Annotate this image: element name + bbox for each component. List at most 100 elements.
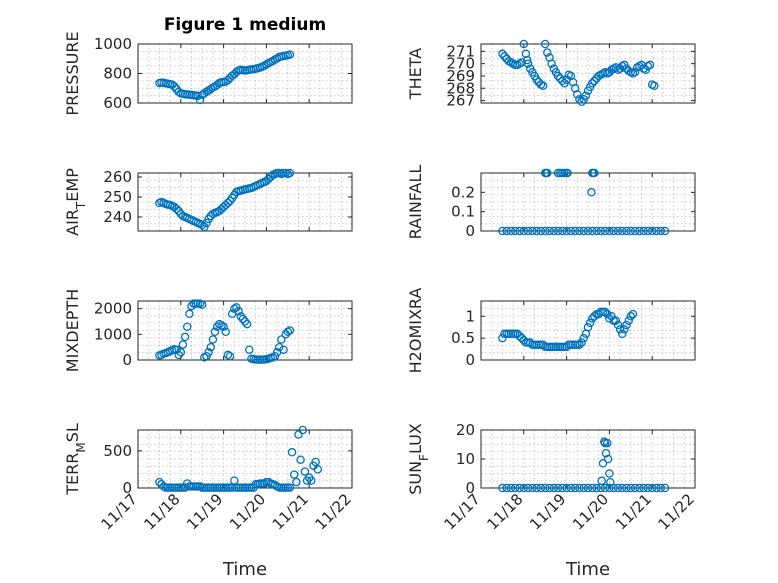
data-point	[583, 322, 593, 332]
data-point	[558, 483, 567, 493]
data-point	[185, 309, 194, 319]
data-point	[285, 168, 295, 178]
y-tick-label: 1000	[94, 35, 132, 53]
data-point	[515, 483, 524, 493]
subplot-sun-flux: 0 10 20 11/17 11/18 11/19 11/20 11/21 11/22 SUNFL…	[406, 421, 698, 533]
y-axis-label: PRESSURE	[63, 31, 82, 115]
data-point	[588, 314, 597, 323]
data-point	[174, 350, 183, 360]
data-point	[577, 338, 586, 347]
data-point	[236, 312, 245, 321]
data-point	[532, 75, 541, 84]
y-axis-label: RAINFALL	[406, 165, 425, 240]
data-point	[292, 477, 301, 487]
data-point	[590, 312, 599, 321]
data-point	[500, 52, 509, 61]
data-point	[307, 476, 316, 485]
data-point	[230, 304, 239, 313]
data-point	[585, 318, 595, 328]
x-tick-label: 11/20	[226, 490, 269, 533]
data-point	[563, 168, 572, 178]
data-point	[626, 312, 636, 321]
data-point	[566, 483, 576, 493]
data-point	[195, 95, 205, 105]
data-point	[521, 49, 531, 59]
data-point	[238, 314, 248, 324]
data-point	[532, 226, 541, 236]
y-tick-label: 0	[122, 351, 132, 369]
data-point	[498, 483, 507, 493]
x-tick-label: 11/20	[569, 490, 612, 533]
y-tick-label: 0	[122, 479, 132, 497]
data-point	[558, 76, 567, 86]
data-point	[622, 483, 631, 493]
y-tick-label: 0.2	[451, 183, 475, 201]
data-point	[594, 71, 603, 81]
data-point	[592, 483, 601, 493]
data-point	[575, 226, 584, 236]
data-point	[603, 454, 613, 464]
data-point	[588, 483, 597, 493]
y-tick-label: 0	[465, 479, 475, 497]
data-point	[660, 226, 670, 236]
data-point	[543, 48, 552, 57]
data-point	[647, 483, 657, 493]
data-point	[639, 226, 648, 236]
data-point	[528, 226, 537, 236]
x-tick-label: 11/21	[269, 490, 312, 533]
data-point	[223, 75, 233, 85]
y-axis-label: SUNFLUX	[406, 423, 431, 495]
y-tick-label: 0.5	[451, 329, 475, 347]
x-tick-label: 11/22	[655, 490, 698, 533]
data-point	[285, 50, 295, 59]
x-tick-label: 11/17	[98, 490, 141, 533]
data-point	[643, 226, 653, 236]
data-point	[208, 335, 218, 344]
data-point	[522, 55, 532, 65]
data-point	[549, 226, 559, 236]
data-point	[596, 226, 606, 236]
data-point	[601, 448, 611, 458]
data-point	[506, 226, 516, 236]
data-point	[600, 226, 610, 236]
data-point	[643, 483, 653, 493]
y-tick-label: 267	[446, 92, 475, 110]
data-point	[570, 226, 580, 236]
axes-box	[137, 172, 353, 232]
data-point	[245, 345, 254, 354]
data-point	[178, 340, 188, 349]
data-point	[176, 348, 186, 357]
axes-box	[137, 429, 353, 489]
data-point	[206, 342, 216, 352]
data-point	[528, 483, 537, 493]
x-tick-label: 11/18	[140, 490, 183, 533]
data-point	[517, 333, 526, 343]
data-point	[626, 483, 636, 493]
data-point	[519, 483, 529, 493]
data-point	[219, 322, 228, 331]
data-point	[588, 226, 597, 236]
data-point	[605, 226, 614, 236]
data-point	[562, 483, 571, 493]
data-point	[603, 309, 612, 319]
data-point	[300, 467, 310, 476]
figure-title: Figure 1 medium	[164, 15, 326, 35]
y-tick-label: 240	[103, 208, 132, 226]
data-point	[650, 81, 659, 91]
data-point	[498, 49, 507, 59]
data-point	[313, 465, 323, 474]
data-point	[155, 477, 164, 487]
data-point	[630, 483, 640, 493]
data-point	[260, 479, 269, 488]
data-point	[221, 327, 230, 337]
data-point	[645, 60, 655, 70]
data-point	[613, 483, 623, 493]
data-point	[660, 483, 670, 493]
data-point	[600, 307, 610, 317]
data-point	[217, 321, 226, 330]
data-point	[545, 226, 554, 236]
x-tick-label: 11/18	[483, 490, 526, 533]
data-point	[180, 332, 190, 342]
x-tick-label: 11/17	[441, 490, 484, 533]
y-tick-label: 2000	[94, 300, 132, 318]
